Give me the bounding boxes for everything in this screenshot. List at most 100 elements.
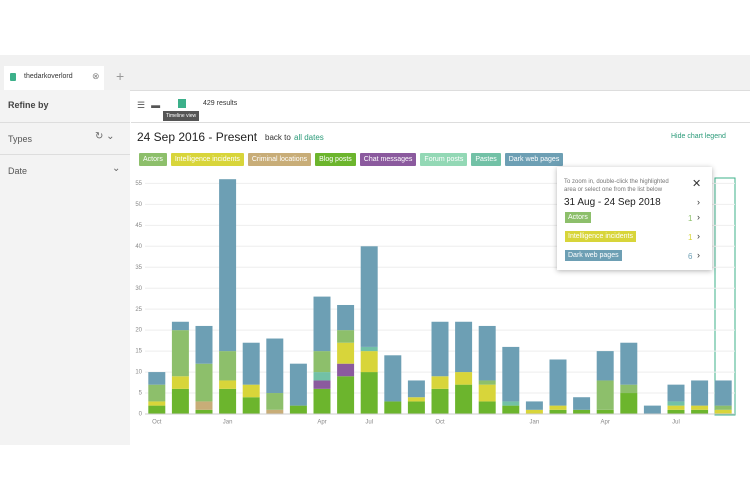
bar-segment (148, 401, 166, 406)
filter[interactable]: Types (0, 122, 130, 154)
bar-segment (620, 342, 638, 385)
bar-segment (313, 296, 331, 352)
y-tick-label: 0 (139, 412, 143, 418)
bar-segment (148, 405, 166, 414)
bar-segment (431, 321, 449, 377)
y-tick-label: 40 (135, 244, 142, 250)
popup-item[interactable]: Dark web pages (565, 250, 622, 261)
all-dates-link[interactable]: all dates (294, 133, 324, 142)
bar-segment (596, 409, 614, 414)
chevron[interactable]: › (697, 197, 700, 207)
popup-count: 6 (688, 252, 693, 261)
bar-segment (360, 246, 378, 347)
bar-segment (691, 380, 709, 406)
bar-segment (171, 330, 189, 377)
bar-segment (667, 401, 685, 406)
bar-segment (171, 388, 189, 414)
bar-segment (667, 384, 685, 402)
bar-segment (502, 405, 520, 414)
bar-segment (431, 376, 449, 389)
bar-segment (313, 388, 331, 414)
bar-segment (714, 380, 732, 406)
legend: Actors Intelligence incidents Criminal loc… (139, 153, 564, 166)
bar-segment (313, 380, 331, 389)
highlight (714, 177, 736, 416)
refresh-icon[interactable]: ↻ ⌄ (95, 131, 115, 142)
filter[interactable]: Date (0, 154, 130, 186)
bar-segment (313, 351, 331, 373)
y-tick-label: 10 (135, 370, 142, 376)
bar-segment (455, 321, 473, 373)
results: 429 results (203, 100, 238, 107)
bar-segment (337, 363, 355, 377)
legend-item[interactable]: Forum posts (420, 153, 468, 166)
tab[interactable]: thedarkoverlord (4, 66, 104, 90)
timeline-icon[interactable] (178, 99, 186, 108)
bar-segment (313, 372, 331, 381)
new-tab[interactable]: + (116, 68, 125, 84)
bar-segment (148, 372, 166, 385)
bar-segment (549, 405, 567, 410)
bar-segment (242, 384, 260, 398)
legend-item[interactable]: Criminal locations (247, 153, 312, 166)
bar-segment (289, 405, 307, 414)
y-tick-label: 55 (135, 181, 142, 187)
bar-segment (407, 397, 425, 402)
bar-segment (360, 346, 378, 352)
legend-item[interactable]: Intelligence incidents (170, 153, 244, 166)
x-tick-label: Oct (152, 420, 162, 426)
legend-item[interactable]: Dark web pages (504, 153, 564, 166)
sidebar (0, 90, 130, 445)
bar-segment (502, 346, 520, 402)
tooltip: Timeline view (163, 111, 200, 121)
bar-segment (620, 393, 638, 414)
bar-segment (171, 376, 189, 389)
bar-segment (431, 388, 449, 414)
bar-segment (289, 363, 307, 406)
chevron: › (697, 212, 700, 222)
bar-segment (148, 384, 166, 402)
close[interactable]: ✕ (692, 178, 702, 190)
bar-segment (360, 351, 378, 373)
popup-range: 31 Aug - 24 Sep 2018 (564, 197, 661, 208)
bar-segment (337, 376, 355, 414)
legend-item[interactable]: Blog posts (315, 153, 356, 166)
bar-segment (478, 380, 496, 385)
bar-segment (549, 359, 567, 406)
y-tick-label: 35 (135, 265, 142, 271)
bar-segment (573, 397, 591, 410)
y-tick-label: 5 (139, 391, 143, 397)
legend-item[interactable]: Actors (139, 153, 167, 166)
x-tick-label: Jan (530, 420, 540, 426)
y-tick-label: 50 (135, 202, 142, 208)
tab-close[interactable]: ⊗ (92, 71, 100, 81)
view-icons[interactable]: ☰▬ (137, 100, 167, 110)
x-tick-label: Jul (365, 420, 373, 426)
legend-item[interactable]: Pastes (471, 153, 501, 166)
bar-segment (266, 338, 284, 394)
bar-segment (455, 372, 473, 385)
y-tick-label: 15 (135, 349, 142, 355)
bar-segment (525, 401, 543, 410)
x-tick-label: Apr (317, 420, 326, 426)
bar-segment (714, 405, 732, 410)
bar-segment (478, 325, 496, 381)
bar-segment (242, 397, 260, 414)
bar-segment (478, 401, 496, 414)
popup: To zoom in, double-click the highlighted… (557, 167, 712, 270)
bar-segment (195, 363, 213, 402)
bar-segment (596, 380, 614, 410)
bar-segment (219, 179, 237, 352)
legend-item[interactable]: Chat messages (359, 153, 417, 166)
bar-segment (171, 321, 189, 331)
popup-item[interactable]: Actors (565, 212, 591, 223)
hide-legend-link[interactable]: Hide chart legend (671, 133, 726, 140)
bar-segment (502, 401, 520, 406)
bar-segment (266, 409, 284, 414)
bar-segment (384, 401, 402, 414)
date-range: 24 Sep 2016 - Present (137, 130, 258, 144)
bar-segment (219, 380, 237, 389)
popup-item[interactable]: Intelligence incidents (565, 231, 636, 242)
chevron[interactable]: ⌄ (112, 163, 121, 174)
